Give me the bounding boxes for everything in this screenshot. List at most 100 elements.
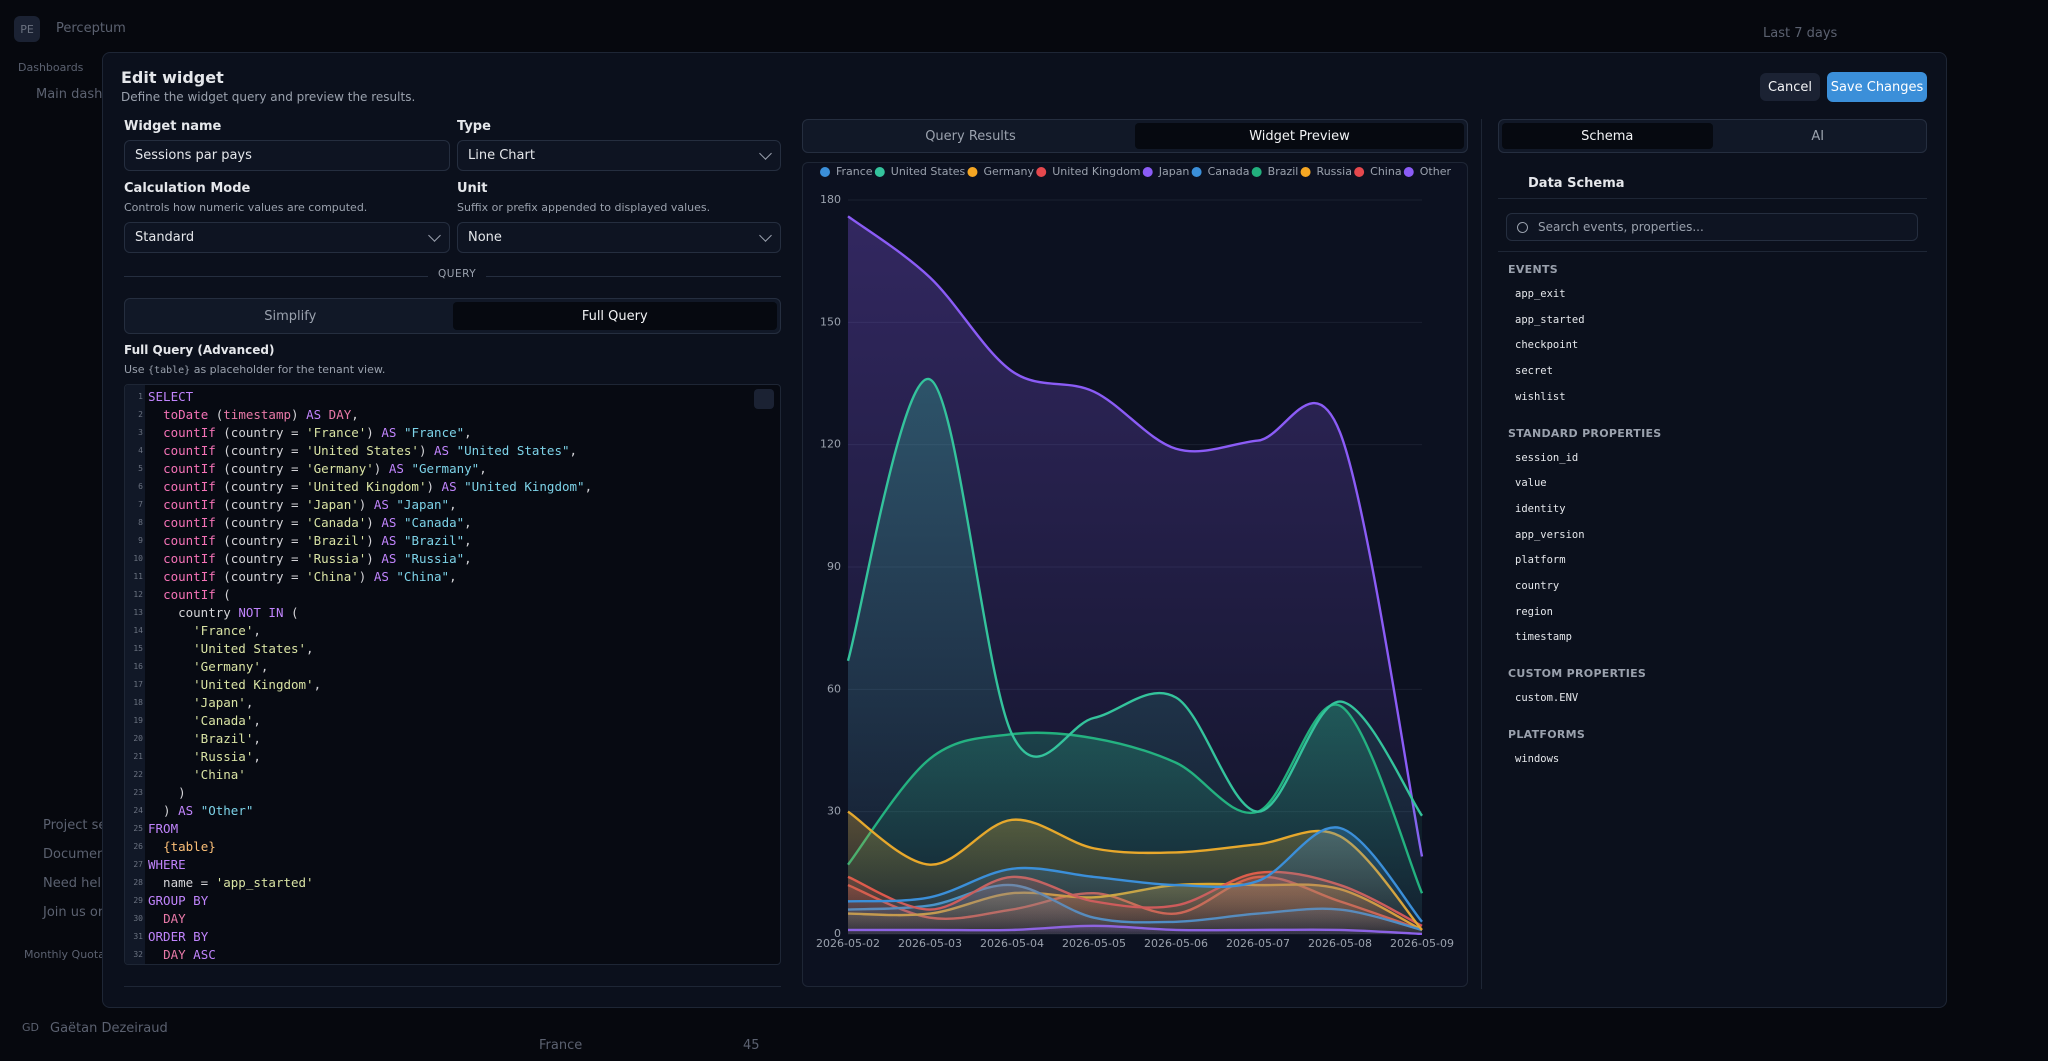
help-code: {table}: [148, 365, 191, 376]
code-line: countIf (country = 'Germany') AS "German…: [163, 461, 487, 476]
cancel-button[interactable]: Cancel: [1760, 73, 1820, 101]
code-editor[interactable]: 1 SELECT 2 toDate (timestamp) AS DAY, 3 cou…: [124, 384, 781, 965]
select[interactable]: Standard: [124, 222, 450, 253]
chart: 0 30 60 90 120 150 180 2026-05-02 2026-05-03 2026…: [816, 165, 1454, 950]
table-cell: France: [539, 1038, 583, 1053]
schema-heading: PLATFORMS: [1508, 727, 1586, 741]
select-value: None: [468, 230, 502, 245]
line-number: 26: [133, 842, 143, 851]
code-line: DAY ASC: [163, 947, 216, 962]
legend-label: United States: [891, 165, 966, 178]
field-help: Use {table} as placeholder for the tenan…: [124, 363, 385, 376]
legend-label: United Kingdom: [1052, 165, 1140, 178]
line-number: 18: [133, 698, 143, 707]
tab[interactable]: Query Results: [925, 128, 1016, 144]
legend-label: Japan: [1158, 165, 1190, 178]
line: [846, 378, 1423, 817]
schema-item: windows: [1515, 752, 1560, 765]
x-tick-label: 2026-05-02: [816, 937, 880, 950]
code-line: 'Germany',: [193, 659, 269, 674]
save-button[interactable]: Save Changes: [1827, 72, 1927, 102]
line-number: 6: [138, 482, 143, 491]
y-tick-label: 180: [820, 193, 841, 206]
y-tick-label: 120: [820, 438, 841, 451]
code-line: 'Japan',: [193, 695, 254, 710]
tab-active[interactable]: Schema: [1502, 123, 1713, 149]
format-button[interactable]: [754, 389, 774, 409]
search-input[interactable]: Search events, properties...: [1506, 213, 1918, 241]
legend-item: China: [1354, 165, 1402, 178]
modal-subtitle: Define the widget query and preview the …: [121, 90, 416, 104]
tab-active[interactable]: Full Query: [452, 302, 777, 330]
app-name: Perceptum: [56, 21, 126, 36]
series: [847, 826, 1423, 934]
code-line: countIf (country = 'United States') AS "…: [163, 443, 578, 458]
legend-swatch: [1354, 167, 1365, 177]
user-name: Gaëtan Dezeiraud: [50, 1021, 168, 1036]
line: [847, 826, 1423, 923]
date-range: Last 7 days: [1763, 26, 1838, 41]
divider: [1498, 198, 1927, 199]
legend-item: France: [820, 165, 873, 178]
code-line: countIf (country = 'Russia') AS "Russia"…: [163, 551, 472, 566]
text-input[interactable]: Sessions par pays: [124, 140, 450, 171]
legend-swatch: [1251, 167, 1262, 177]
line: [847, 215, 1424, 857]
schema-item: session_id: [1515, 451, 1579, 464]
schema-item: app_version: [1515, 528, 1585, 541]
field-label: Unit: [457, 181, 488, 196]
line-number: 14: [133, 626, 143, 635]
code-line: countIf (: [163, 587, 231, 602]
code-line: 'Canada',: [193, 713, 261, 728]
legend-label: Germany: [983, 165, 1034, 178]
legend-swatch: [1191, 167, 1202, 177]
divider-label: QUERY: [428, 268, 487, 280]
line-number: 3: [138, 428, 143, 437]
tab-active[interactable]: Widget Preview: [1135, 123, 1464, 149]
legend-label: France: [836, 165, 873, 178]
line-number: 25: [133, 824, 143, 833]
footer-link: Need help?: [43, 876, 117, 891]
code-line: country NOT IN (: [148, 605, 299, 620]
gutter: [125, 385, 145, 964]
divider: [124, 986, 781, 987]
code-line: 'United Kingdom',: [193, 677, 322, 692]
x-tick-label: 2026-05-04: [980, 937, 1044, 950]
legend-item: United Kingdom: [1036, 165, 1141, 178]
schema-item: secret: [1515, 365, 1553, 378]
schema-list: EVENTS app_exit app_started checkpoint secre…: [1508, 258, 1908, 773]
tab[interactable]: AI: [1811, 128, 1825, 144]
select[interactable]: Line Chart: [457, 140, 781, 171]
code-line: 'France',: [193, 623, 261, 638]
schema-item: app_started: [1515, 313, 1585, 326]
schema-item: identity: [1515, 502, 1566, 515]
code-line: 'United States',: [193, 641, 314, 656]
code-line: toDate (timestamp) AS DAY,: [163, 407, 359, 422]
legend-swatch: [1142, 167, 1153, 177]
y-tick-label: 0: [834, 927, 841, 940]
code-line: ): [148, 785, 186, 800]
x-tick-label: 2026-05-06: [1144, 937, 1208, 950]
line-number: 4: [138, 446, 143, 455]
field-label: Calculation Mode: [124, 181, 251, 196]
select[interactable]: None: [457, 222, 781, 253]
line-number: 21: [133, 752, 143, 761]
quota-label: Monthly Quota: [24, 948, 105, 961]
line-number: 31: [133, 932, 143, 941]
y-tick-label: 60: [827, 682, 841, 695]
legend-label: China: [1370, 165, 1401, 178]
line-number: 2: [138, 410, 143, 419]
help-text: as placeholder for the tenant view.: [190, 363, 386, 376]
schema-item: app_exit: [1515, 288, 1566, 300]
legend-item: Brazil: [1251, 165, 1298, 178]
x-tick-label: 2026-05-07: [1226, 937, 1290, 950]
x-tick-label: 2026-05-08: [1308, 937, 1372, 950]
schema-item: wishlist: [1515, 390, 1566, 403]
legend-item: Russia: [1300, 165, 1352, 178]
preview-tabs: Query Results Widget Preview: [802, 119, 1468, 153]
code-line: FROM: [148, 821, 179, 836]
x-tick-label: 2026-05-09: [1390, 937, 1454, 950]
schema-item: custom.ENV: [1515, 692, 1579, 705]
line-number: 10: [133, 554, 143, 563]
tab[interactable]: Simplify: [264, 308, 317, 324]
